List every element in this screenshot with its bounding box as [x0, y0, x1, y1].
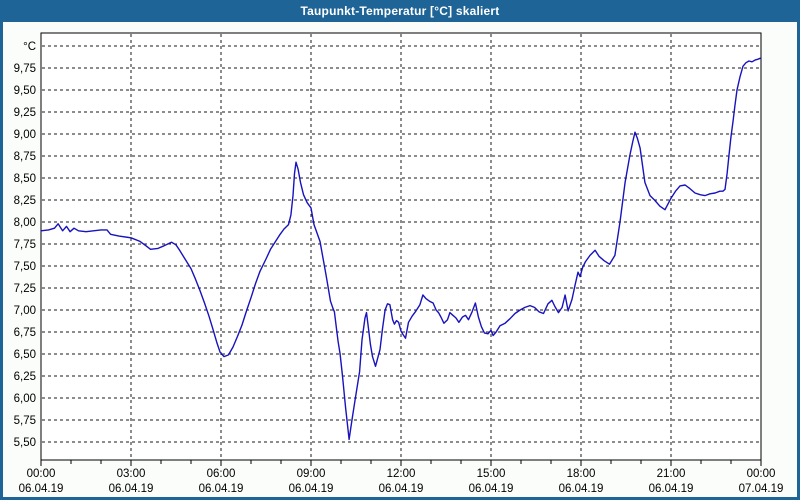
y-tick-label: 7,50 [14, 261, 36, 273]
window-title: Taupunkt-Temperatur [°C] skaliert [300, 4, 500, 18]
y-tick-label: 9,25 [14, 107, 36, 119]
y-tick-label: 6,25 [14, 371, 36, 383]
x-tick-time-label: 21:00 [657, 468, 686, 480]
y-axis-unit-label: °C [23, 41, 36, 53]
x-tick-time-label: 00:00 [27, 468, 56, 480]
x-tick-date-label: 06.04.19 [649, 483, 694, 495]
x-tick-time-label: 03:00 [117, 468, 146, 480]
x-tick-time-label: 18:00 [567, 468, 596, 480]
window-title-bar: Taupunkt-Temperatur [°C] skaliert [0, 0, 800, 22]
y-tick-label: 8,50 [14, 173, 36, 185]
y-tick-label: 6,75 [14, 327, 36, 339]
x-tick-date-label: 06.04.19 [559, 483, 604, 495]
x-tick-date-label: 06.04.19 [19, 483, 64, 495]
x-tick-time-label: 15:00 [477, 468, 506, 480]
y-tick-label: 7,75 [14, 239, 36, 251]
y-tick-label: 9,50 [14, 85, 36, 97]
x-tick-time-label: 00:00 [747, 468, 776, 480]
y-tick-label: 6,00 [14, 393, 36, 405]
y-tick-label: 8,00 [14, 217, 36, 229]
y-tick-label: 8,25 [14, 195, 36, 207]
x-tick-date-label: 06.04.19 [199, 483, 244, 495]
temperature-line [40, 57, 761, 441]
x-tick-date-label: 06.04.19 [469, 483, 514, 495]
x-tick-time-label: 06:00 [207, 468, 236, 480]
y-tick-label: 5,75 [14, 415, 36, 427]
x-tick-time-label: 12:00 [387, 468, 416, 480]
x-tick-date-label: 06.04.19 [379, 483, 424, 495]
y-tick-label: 5,50 [14, 437, 36, 449]
y-tick-label: 7,25 [14, 283, 36, 295]
x-tick-date-label: 06.04.19 [109, 483, 154, 495]
y-tick-label: 6,50 [14, 349, 36, 361]
y-tick-label: 9,00 [14, 129, 36, 141]
x-tick-date-label: 07.04.19 [739, 483, 784, 495]
y-tick-label: 7,00 [14, 305, 36, 317]
y-tick-label: 9,75 [14, 63, 36, 75]
x-tick-time-label: 09:00 [297, 468, 326, 480]
y-tick-label: 8,75 [14, 151, 36, 163]
x-tick-date-label: 06.04.19 [289, 483, 334, 495]
